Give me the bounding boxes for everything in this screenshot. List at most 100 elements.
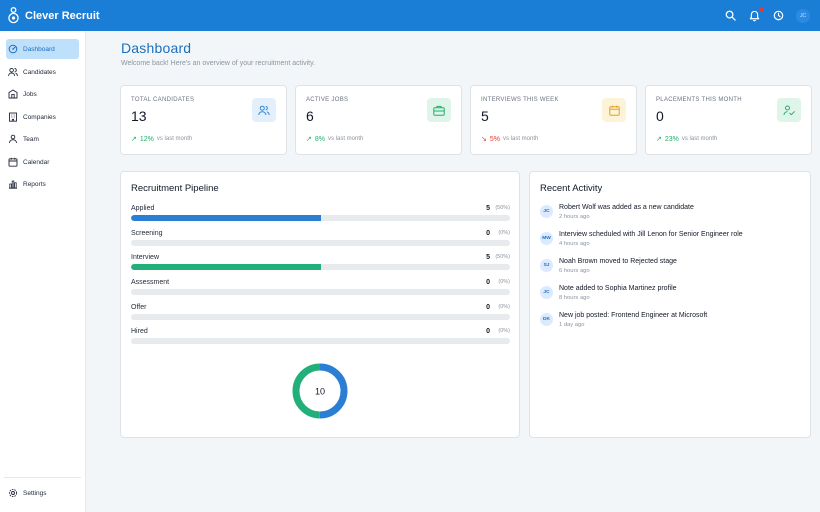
sidebar-item-settings[interactable]: Settings [6,483,79,503]
sidebar-item-candidates[interactable]: Candidates [6,62,79,82]
activity-item[interactable]: JC Note added to Sophia Martinez profile… [540,285,800,309]
sidebar-item-team[interactable]: Team [6,129,79,149]
pipeline-stage-hired[interactable]: Hired 0 (0%) [131,328,510,348]
user-check-icon [777,98,801,122]
jobs-icon [8,89,18,99]
pipeline-stage-screening[interactable]: Screening 0 (0%) [131,230,510,250]
sidebar-item-label: Calendar [23,158,50,166]
pipeline-donut-chart: 10 [292,363,348,419]
sidebar-item-calendar[interactable]: Calendar [6,152,79,172]
pipeline-stage-interview[interactable]: Interview 5 (50%) [131,254,510,274]
stat-value: 5 [481,108,489,124]
stage-percent: (0%) [498,230,510,236]
sidebar-item-label: Team [23,135,39,143]
activity-text: Interview scheduled with Jill Lenon for … [559,231,743,238]
gear-icon [8,488,18,498]
stat-value: 0 [656,108,664,124]
stage-name: Screening [131,230,163,237]
trend-up-icon: ↗ [306,136,312,143]
stage-progress-track [131,338,510,344]
activity-avatar: SJ [540,259,553,272]
stat-label: TOTAL CANDIDATES [131,97,195,103]
stage-progress-track [131,264,510,270]
brand[interactable]: Clever Recruit [8,7,100,24]
pipeline-stage-applied[interactable]: Applied 5 (50%) [131,205,510,225]
bell-icon[interactable] [748,7,764,22]
stat-card-total-candidates[interactable]: TOTAL CANDIDATES 13 ↗ 12% vs last month [120,85,287,155]
user-avatar[interactable]: JC [796,8,810,23]
dashboard-icon [8,44,18,54]
building-icon [8,112,18,122]
stage-progress-track [131,314,510,320]
activity-item[interactable]: JC Robert Wolf was added as a new candid… [540,204,800,228]
panel-title: Recruitment Pipeline [131,183,219,194]
stage-name: Applied [131,205,155,212]
sidebar-item-reports[interactable]: Reports [6,174,79,194]
sidebar-item-jobs[interactable]: Jobs [6,84,79,104]
trend-caption: vs last month [328,136,364,142]
trend-value: 12% [139,135,154,143]
activity-time: 1 day ago [559,322,585,328]
activity-avatar: JC [540,286,553,299]
activity-text: Note added to Sophia Martinez profile [559,285,677,292]
trend-caption: vs last month [681,136,718,142]
stage-progress-track [131,289,510,295]
sidebar-item-companies[interactable]: Companies [6,107,79,127]
sidebar-item-label: Dashboard [23,45,55,53]
sidebar-item-label: Settings [23,489,47,497]
stage-percent: (50%) [495,205,510,211]
activity-item[interactable]: MW Interview scheduled with Jill Lenon f… [540,231,800,255]
stage-count: 0 [486,279,490,286]
users-icon [8,67,18,77]
top-bar: Clever Recruit JC [0,0,820,31]
stage-percent: (0%) [498,279,510,285]
briefcase-icon [427,98,451,122]
sidebar-item-label: Reports [23,180,46,188]
activity-item[interactable]: DK New job posted: Frontend Engineer at … [540,312,800,336]
stat-value: 13 [131,108,147,124]
stage-progress-track [131,240,510,246]
stage-name: Offer [131,304,147,311]
stage-count: 0 [486,304,490,311]
activity-time: 4 hours ago [559,241,590,247]
trend-value: 23% [664,135,679,143]
activity-avatar: MW [540,232,553,245]
calendar-icon [602,98,626,122]
stat-label: INTERVIEWS THIS WEEK [481,97,559,103]
activity-avatar: DK [540,313,553,326]
sidebar-item-label: Candidates [23,68,56,76]
sidebar: Dashboard Candidates Jobs Companies Team… [0,31,86,512]
activity-item[interactable]: SJ Noah Brown moved to Rejected stage 6 … [540,258,800,282]
sidebar-item-dashboard[interactable]: Dashboard [6,39,79,59]
activity-avatar: JC [540,205,553,218]
pipeline-stage-assessment[interactable]: Assessment 0 (0%) [131,279,510,299]
activity-text: Robert Wolf was added as a new candidate [559,204,694,211]
app-name: Clever Recruit [25,9,100,22]
pipeline-stage-offer[interactable]: Offer 0 (0%) [131,304,510,324]
notification-dot [759,7,764,12]
search-icon[interactable] [724,9,737,22]
stage-progress-fill [131,264,321,270]
stage-progress-fill [131,215,321,221]
stat-card-active-jobs[interactable]: ACTIVE JOBS 6 ↗ 8% vs last month [295,85,462,155]
trend-down-icon: ↘ [481,136,487,143]
stage-count: 5 [486,254,490,261]
stage-name: Assessment [131,279,170,286]
stage-count: 0 [486,328,490,335]
activity-panel: Recent Activity JC Robert Wolf was added… [529,171,811,438]
activity-time: 2 hours ago [559,214,590,220]
clock-icon[interactable] [772,9,785,22]
stat-label: PLACEMENTS THIS MONTH [656,97,742,103]
sidebar-item-label: Jobs [23,90,37,98]
panel-title: Recent Activity [540,183,603,194]
stat-value: 6 [306,108,314,124]
calendar-icon [8,157,18,167]
stat-card-interviews[interactable]: INTERVIEWS THIS WEEK 5 ↘ 5% vs last mont… [470,85,637,155]
sidebar-divider [4,477,81,478]
stage-count: 0 [486,230,490,237]
team-icon [8,134,18,144]
stat-card-placements[interactable]: PLACEMENTS THIS MONTH 0 ↗ 23% vs last mo… [645,85,812,155]
stage-name: Hired [131,328,148,335]
bar-chart-icon [8,179,18,189]
trend-caption: vs last month [503,136,539,142]
